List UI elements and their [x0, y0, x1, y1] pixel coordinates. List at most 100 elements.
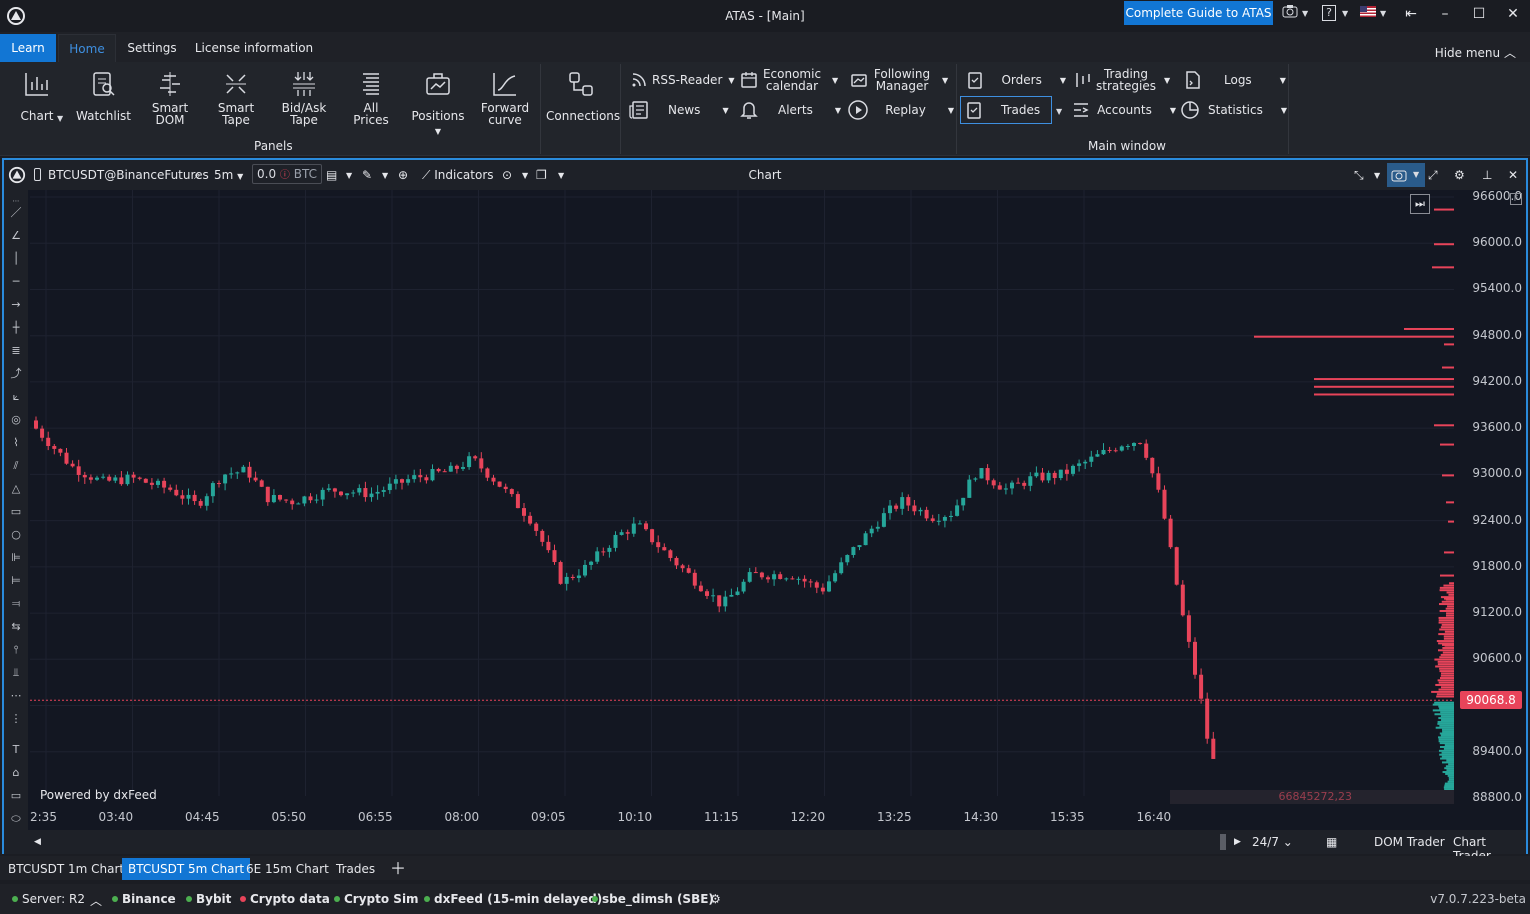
session-selector[interactable]: 24/7 ⌄: [1252, 835, 1293, 849]
rss-dropdown-icon[interactable]: ▼: [728, 75, 735, 85]
following-dropdown-icon[interactable]: ▼: [942, 75, 949, 85]
target-tool-icon[interactable]: ◎: [11, 413, 21, 426]
crosshair-icon[interactable]: ⊙: [502, 168, 513, 182]
replay-dropdown-icon[interactable]: ▼: [947, 105, 954, 115]
minimize-button[interactable]: –: [1441, 6, 1449, 22]
circle-tool-icon[interactable]: ○: [11, 528, 21, 541]
news-button[interactable]: News ▼: [626, 96, 736, 124]
close-chart-icon[interactable]: ✕: [1508, 168, 1519, 182]
label-tool-icon[interactable]: ▭: [10, 789, 22, 802]
instrument-selector[interactable]: BTCUSDT@BinanceFutures: [48, 168, 209, 182]
accounts-button[interactable]: Accounts ▼: [1070, 96, 1176, 124]
zoom-icon[interactable]: ⊕: [398, 168, 409, 182]
calendar-icon[interactable]: ▦: [1326, 835, 1338, 849]
fit-price-icon[interactable]: F: [1510, 193, 1522, 205]
hide-menu-button[interactable]: Hide menu ︿: [1435, 44, 1516, 61]
trading-dropdown-icon[interactable]: ▼: [1164, 75, 1171, 85]
tab-learn[interactable]: Learn: [0, 34, 56, 62]
arrow-tool-icon[interactable]: →: [11, 298, 21, 311]
news-dropdown-icon[interactable]: ▼: [722, 105, 729, 115]
triangle-tool-icon[interactable]: △: [11, 482, 21, 495]
positions-dropdown-icon[interactable]: ▼: [434, 127, 442, 136]
scroll-to-end-icon[interactable]: ⏭: [1410, 194, 1430, 214]
tab-btcusdt-5m[interactable]: BTCUSDT 5m Chart: [122, 858, 251, 880]
smart-tape-button[interactable]: Smart Tape: [212, 70, 260, 126]
tab-license-information[interactable]: License information: [194, 41, 314, 55]
pin-icon[interactable]: ⊥: [1482, 168, 1493, 182]
connection-crypto-sim[interactable]: Crypto Sim: [334, 892, 419, 906]
bid-ask-tape-button[interactable]: Bid/Ask Tape: [278, 70, 330, 126]
crosshair-dropdown-icon[interactable]: ▼: [522, 171, 529, 180]
fan-tool-icon[interactable]: ⟀: [12, 390, 20, 403]
rectangle-tool-icon[interactable]: ▭: [10, 505, 22, 518]
text-tool-icon[interactable]: T: [12, 743, 20, 756]
mobile-device-icon[interactable]: [34, 168, 41, 181]
economic-calendar-button[interactable]: Economic calendar ▼: [736, 66, 844, 94]
horizontal-scrollbar-thumb[interactable]: [1220, 834, 1226, 850]
channel-tool-icon[interactable]: ≣: [11, 344, 21, 357]
trades-dropdown-icon[interactable]: ▼: [1056, 107, 1063, 116]
scroll-right-icon[interactable]: ▶: [1234, 837, 1241, 847]
dotted-vertical-tool-icon[interactable]: ⋮: [10, 712, 22, 725]
accounts-dropdown-icon[interactable]: ▼: [1169, 105, 1176, 115]
fib-tool-icon[interactable]: ⫯: [13, 643, 19, 656]
tab-trades[interactable]: Trades: [336, 862, 376, 876]
following-manager-button[interactable]: Following Manager ▼: [846, 66, 954, 94]
forward-curve-button[interactable]: Forward curve: [478, 70, 532, 126]
chart-type-icon[interactable]: ▤: [326, 168, 338, 182]
close-button[interactable]: ✕: [1507, 6, 1519, 22]
profile-tool-icon[interactable]: ⊫: [11, 551, 21, 564]
fullscreen-icon[interactable]: ⤢: [1428, 168, 1438, 182]
gear-icon[interactable]: ⚙: [710, 892, 721, 906]
watchlist-button[interactable]: Watchlist: [76, 70, 131, 122]
maximize-button[interactable]: ☐: [1472, 6, 1486, 22]
help-dropdown-icon[interactable]: ▼: [1342, 9, 1349, 18]
connection-bybit[interactable]: Bybit: [186, 892, 231, 906]
cross-line-icon[interactable]: ┼: [12, 321, 20, 334]
chart-screenshot-button[interactable]: ▼: [1387, 163, 1425, 187]
ruler-tool-icon[interactable]: ⌇: [13, 436, 19, 449]
toolbar-grip-icon[interactable]: ⋯: [12, 197, 20, 205]
dom-trader-button[interactable]: DOM Trader: [1374, 835, 1445, 849]
add-tab-icon[interactable]: ＋: [390, 859, 407, 878]
trades-button[interactable]: Trades: [960, 96, 1052, 124]
economic-dropdown-icon[interactable]: ▼: [832, 75, 839, 85]
screenshot-dropdown-icon[interactable]: ▼: [1302, 9, 1309, 18]
tab-settings[interactable]: Settings: [127, 41, 177, 55]
orders-button[interactable]: Orders ▼: [962, 66, 1066, 94]
candlestick-plot[interactable]: [30, 190, 1454, 796]
replay-button[interactable]: Replay ▼: [846, 96, 954, 124]
alerts-button[interactable]: Alerts ▼: [736, 96, 844, 124]
connection-sbe[interactable]: sbe_dimsh (SBE): [592, 892, 714, 906]
timeframe-selector[interactable]: 5m ▼: [214, 168, 243, 182]
connection-dxfeed[interactable]: dxFeed (15-min delayed): [424, 892, 602, 906]
volume-profile-tool-icon[interactable]: ⊨: [11, 574, 21, 587]
drawing-dropdown-icon[interactable]: ▼: [382, 171, 389, 180]
chart-button[interactable]: Chart: [12, 70, 62, 122]
tag-tool-icon[interactable]: ⌂: [12, 766, 20, 779]
quantity-field[interactable]: 0.0 ⓘ BTC: [252, 164, 322, 184]
note-tool-icon[interactable]: ⬭: [11, 812, 21, 825]
trading-strategies-button[interactable]: Trading strategies ▼: [1070, 66, 1176, 94]
tab-btcusdt-1m[interactable]: BTCUSDT 1m Chart: [8, 862, 125, 876]
layout-dropdown-icon[interactable]: ▼: [558, 171, 565, 180]
scroll-left-icon[interactable]: ◀: [34, 837, 41, 847]
screenshot-icon[interactable]: [1282, 4, 1298, 24]
positions-button[interactable]: Positions ▼: [408, 70, 468, 138]
collapse-icon[interactable]: ⤡: [1354, 168, 1364, 182]
tab-home[interactable]: Home: [58, 34, 116, 62]
all-prices-button[interactable]: All Prices: [346, 70, 396, 126]
connection-binance[interactable]: Binance: [112, 892, 176, 906]
range-profile-tool-icon[interactable]: ⫤: [11, 597, 21, 610]
smart-dom-button[interactable]: Smart DOM: [146, 70, 194, 126]
rss-reader-button[interactable]: RSS-Reader ▼: [626, 66, 736, 94]
dotted-rect-tool-icon[interactable]: ⋯: [10, 689, 22, 702]
chart-type-dropdown-icon[interactable]: ▼: [346, 171, 353, 180]
cluster-tool-icon[interactable]: ⫫: [12, 666, 20, 679]
orders-dropdown-icon[interactable]: ▼: [1059, 75, 1066, 85]
time-axis[interactable]: 2:35 03:40 04:45 05:50 06:55 08:00 09:05 10:10 1…: [30, 810, 1454, 830]
logs-button[interactable]: Logs ▼: [1180, 66, 1286, 94]
line-tool-icon[interactable]: ／: [10, 206, 22, 219]
hatch-tool-icon[interactable]: ⫽: [13, 459, 19, 472]
complete-guide-button[interactable]: Complete Guide to ATAS: [1124, 1, 1273, 25]
